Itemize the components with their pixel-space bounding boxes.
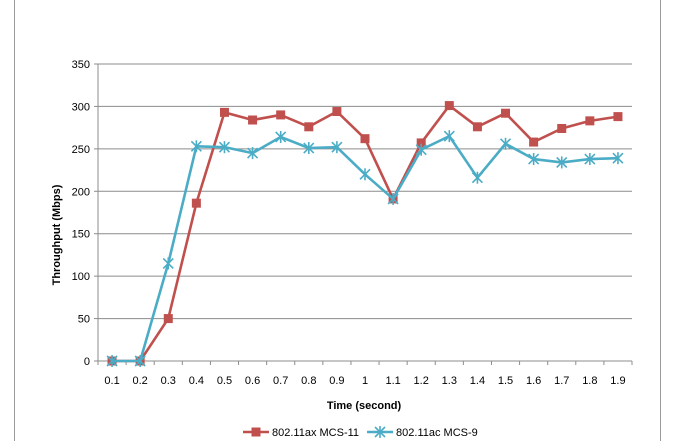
x-tick-label: 0.4: [189, 375, 204, 387]
x-tick-label: 1.8: [582, 375, 597, 387]
data-point: [528, 153, 540, 166]
series-layer: [106, 101, 624, 367]
data-point: [134, 355, 146, 367]
x-tick-label: 1: [362, 375, 368, 387]
data-point: [613, 112, 623, 122]
legend-item-0: 802.11ax MCS-11: [243, 427, 359, 439]
data-point: [359, 168, 371, 181]
x-tick-label: 1.4: [470, 375, 485, 387]
data-point: [501, 108, 511, 118]
data-point: [529, 137, 539, 147]
data-point: [163, 314, 173, 324]
x-tick-label: 0.6: [245, 375, 260, 387]
x-tick-label: 0.7: [273, 375, 288, 387]
data-point: [275, 130, 287, 143]
legend-marker: [374, 426, 386, 438]
data-point: [585, 116, 595, 126]
data-point: [332, 107, 342, 117]
y-tick-label: 100: [72, 271, 90, 283]
data-point: [416, 138, 426, 148]
data-point: [443, 130, 455, 143]
x-tick-label: 1.9: [610, 375, 625, 387]
x-tick-label: 1.5: [498, 375, 513, 387]
y-tick-label: 300: [72, 101, 90, 113]
data-point: [276, 110, 286, 120]
x-tick-label: 0.5: [217, 375, 232, 387]
gridlines: [94, 63, 632, 362]
frame-left-border: [14, 0, 15, 441]
y-tick-label: 350: [72, 59, 90, 71]
data-point: [472, 122, 482, 132]
legend-label: 802.11ac MCS-9: [396, 427, 478, 439]
data-point: [218, 141, 231, 154]
data-point: [304, 122, 314, 132]
data-point: [219, 107, 229, 117]
legend-item-1: 802.11ac MCS-9: [367, 426, 478, 439]
data-point: [556, 156, 568, 169]
x-tick-label: 1.3: [442, 375, 457, 387]
data-point: [248, 115, 258, 125]
y-tick-label: 250: [72, 144, 90, 156]
series-1: [106, 130, 624, 367]
x-tick-label: 1.6: [526, 375, 541, 387]
x-tick-label: 0.9: [329, 375, 344, 387]
x-tick-label: 0.1: [104, 375, 119, 387]
legend: 802.11ax MCS-11 802.11ac MCS-9: [243, 426, 478, 439]
y-tick-label: 50: [78, 314, 90, 326]
data-point: [106, 355, 118, 367]
data-point: [387, 192, 399, 205]
axes: [97, 64, 633, 365]
y-tick-labels: 0 50 100 150 200 250 300 350: [72, 59, 90, 368]
y-tick-label: 0: [84, 356, 90, 368]
data-point: [191, 198, 201, 208]
legend-label: 802.11ax MCS-11: [272, 427, 359, 439]
y-axis-title: Throughput (Mbps): [51, 184, 63, 285]
data-point: [471, 171, 483, 184]
x-tick-label: 1.7: [554, 375, 569, 387]
data-point: [444, 101, 454, 111]
data-point: [190, 140, 202, 153]
data-point: [584, 153, 596, 166]
x-tick-labels: 0.1 0.2 0.3 0.4 0.5 0.6 0.7 0.8 0.9 1 1.1 1.2 1.3 1.4…: [104, 375, 625, 387]
data-point: [303, 142, 315, 155]
x-tick-label: 0.3: [161, 375, 176, 387]
data-point: [360, 134, 370, 144]
data-point: [499, 137, 512, 150]
y-tick-label: 200: [72, 186, 90, 198]
x-axis-title: Time (second): [327, 400, 402, 412]
x-tick-label: 1.1: [385, 375, 400, 387]
x-tick-label: 0.8: [301, 375, 316, 387]
data-point: [331, 141, 343, 154]
data-point: [612, 152, 624, 165]
data-point: [162, 257, 174, 270]
data-point: [557, 123, 567, 133]
data-point: [415, 143, 427, 156]
y-tick-label: 150: [72, 229, 90, 241]
data-point: [247, 147, 259, 160]
x-tick-label: 0.2: [133, 375, 148, 387]
x-tick-label: 1.2: [414, 375, 429, 387]
legend-marker: [251, 427, 261, 437]
series-0: [107, 101, 623, 366]
frame-right-border: [660, 0, 661, 441]
